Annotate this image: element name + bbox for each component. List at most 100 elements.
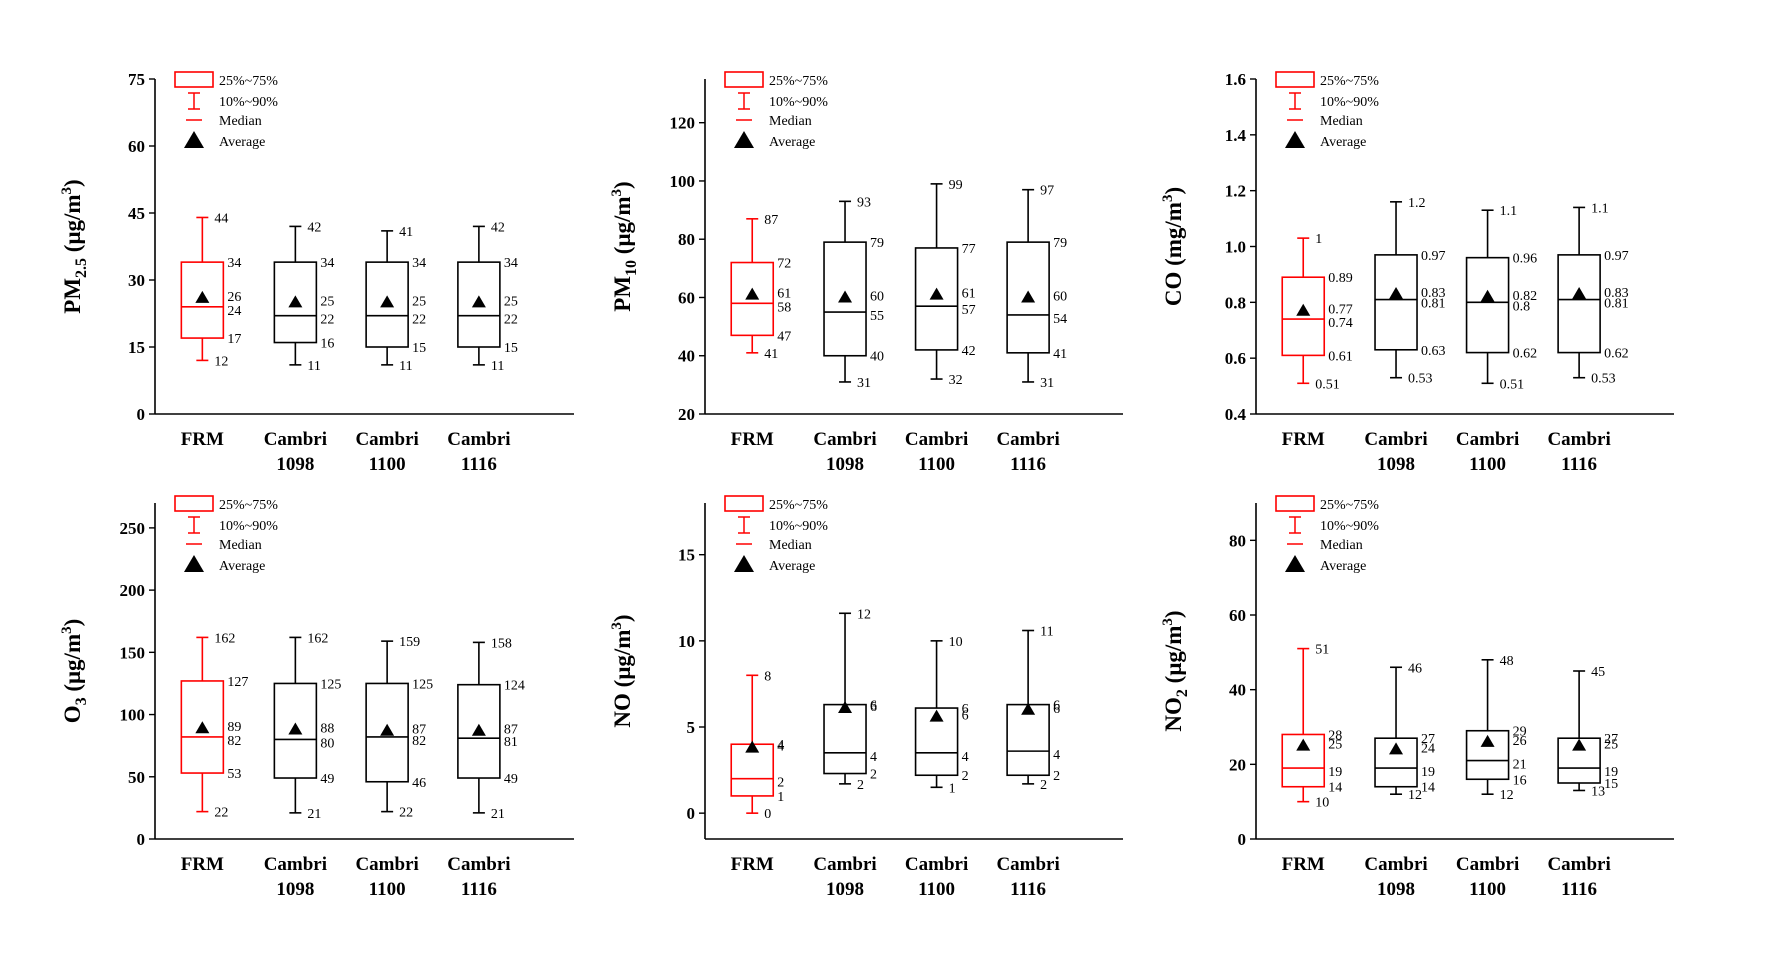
y-tick-label: 150: [120, 643, 146, 662]
legend-whisker-label: 10%~90%: [1320, 519, 1379, 534]
y-tick-label: 15: [678, 546, 695, 565]
value-label-p90: 42: [307, 220, 321, 235]
legend-average-swatch: [734, 131, 754, 148]
value-label-mean: 25: [1328, 738, 1342, 753]
category-label-line2: 1116: [1010, 454, 1046, 475]
value-label-q3: 124: [504, 679, 525, 694]
mean-marker: [929, 709, 944, 722]
legend-median-label: Median: [219, 114, 262, 129]
value-label-q1: 53: [227, 767, 241, 782]
value-label-q1: 0.63: [1421, 344, 1446, 359]
legend-box-label: 25%~75%: [1320, 74, 1379, 89]
y-tick-label: 45: [128, 204, 145, 223]
y-tick-label: 0: [1238, 830, 1247, 849]
value-label-median: 19: [1328, 765, 1342, 780]
value-label-q1: 2: [962, 769, 969, 784]
mean-marker: [288, 722, 303, 735]
category-label: Cambri: [813, 429, 876, 450]
category-label-line2: 1100: [1469, 879, 1506, 900]
legend-average-swatch: [1285, 555, 1305, 572]
y-axis-title-unit: (μg/m: [610, 196, 635, 260]
mean-marker: [929, 287, 944, 300]
y-tick-label: 1.4: [1225, 126, 1247, 145]
value-label-q1: 14: [1328, 781, 1342, 796]
value-label-median: 24: [227, 304, 241, 319]
legend-whisker-label: 10%~90%: [1320, 95, 1379, 110]
category-label-line2: 1098: [276, 454, 314, 475]
mean-marker: [288, 295, 303, 308]
category-label-line2: 1100: [1469, 454, 1506, 475]
legend-average-swatch: [184, 131, 204, 148]
value-label-q3: 0.96: [1513, 252, 1538, 267]
category-label: FRM: [731, 854, 774, 875]
value-label-q3: 0.97: [1421, 249, 1446, 264]
y-axis-title-unit: (μg/m: [60, 634, 85, 698]
value-label-p90: 46: [1408, 661, 1422, 676]
value-label-p90: 1.1: [1591, 201, 1609, 216]
mean-marker: [1021, 702, 1036, 715]
mean-marker: [1296, 738, 1311, 751]
category-label-line2: 1098: [1377, 879, 1415, 900]
y-tick-label: 100: [120, 706, 146, 725]
value-label-q3: 72: [777, 257, 791, 272]
y-tick-label: 1.6: [1225, 70, 1246, 89]
category-label: FRM: [1282, 854, 1325, 875]
value-label-q3: 28: [1328, 728, 1342, 743]
y-axis-title-close: ): [610, 614, 635, 622]
value-label-p10: 21: [307, 807, 321, 822]
value-label-q1: 1: [777, 790, 784, 805]
category-label-line2: 1116: [461, 454, 497, 475]
category-label: Cambri: [1456, 854, 1519, 875]
category-label: Cambri: [355, 429, 418, 450]
value-label-p10: 0.51: [1500, 377, 1525, 392]
y-tick-label: 1.2: [1225, 182, 1246, 201]
category-label: Cambri: [905, 854, 968, 875]
mean-marker: [1572, 286, 1587, 299]
value-label-mean: 88: [320, 721, 334, 736]
box-4: 1.1 0.97 0.830.81 0.62 0.53 Cambri 1116: [1547, 201, 1628, 475]
value-label-median: 55: [870, 309, 884, 324]
value-label-mean: 0.83: [1421, 286, 1446, 301]
value-label-p10: 13: [1591, 784, 1605, 799]
value-label-q1: 15: [412, 341, 426, 356]
category-label-line2: 1116: [1561, 879, 1597, 900]
value-label-q3: 77: [962, 242, 976, 257]
mean-marker: [838, 701, 853, 714]
value-label-p10: 0.53: [1591, 372, 1616, 387]
legend-average-swatch: [184, 555, 204, 572]
legend-whisker-label: 10%~90%: [219, 95, 278, 110]
iqr-box: [457, 261, 501, 348]
iqr-box: [365, 682, 409, 783]
category-label: Cambri: [1456, 429, 1519, 450]
value-label-median: 0.81: [1604, 297, 1629, 312]
value-label-p10: 31: [1040, 376, 1054, 391]
value-label-q3: 4: [777, 738, 784, 753]
value-label-median: 82: [227, 734, 241, 749]
value-label-p90: 1: [1315, 232, 1322, 247]
value-label-q1: 47: [777, 329, 791, 344]
value-label-mean: 6: [962, 709, 969, 724]
iqr-box: [1006, 241, 1050, 354]
legend-average-swatch: [734, 555, 754, 572]
value-label-p90: 99: [949, 178, 963, 193]
value-label-mean: 60: [870, 289, 884, 304]
value-label-q3: 127: [227, 675, 248, 690]
legend-box-label: 25%~75%: [219, 498, 278, 513]
y-tick-label: 75: [128, 70, 145, 89]
iqr-box: [365, 261, 409, 348]
value-label-q1: 15: [1604, 777, 1618, 792]
y-axis-title-close: ): [610, 181, 635, 189]
value-label-p90: 158: [491, 636, 512, 651]
value-label-q1: 2: [1053, 769, 1060, 784]
legend-box-swatch: [724, 71, 764, 88]
value-label-q3: 6: [870, 699, 877, 714]
value-label-mean: 61: [962, 287, 976, 302]
y-tick-label: 80: [1229, 531, 1246, 550]
value-label-mean: 6: [1053, 702, 1060, 717]
legend-average-label: Average: [1320, 559, 1366, 574]
